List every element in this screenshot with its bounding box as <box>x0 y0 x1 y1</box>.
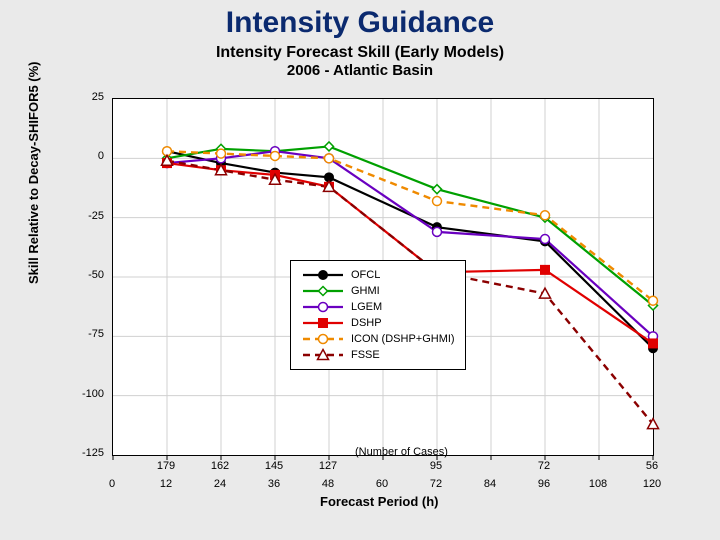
ncases-value: 72 <box>538 460 550 472</box>
y-tick-label: -75 <box>88 328 104 340</box>
x-tick-label: 12 <box>160 478 172 490</box>
legend-item: OFCL <box>301 267 455 283</box>
legend-swatch <box>301 284 345 298</box>
ncases-value: 145 <box>265 460 283 472</box>
x-tick-label: 108 <box>589 478 607 490</box>
ncases-value: 95 <box>430 460 442 472</box>
x-tick-label: 84 <box>484 478 496 490</box>
x-tick-label: 60 <box>376 478 388 490</box>
x-axis-label: Forecast Period (h) <box>320 494 438 509</box>
x-tick-label: 48 <box>322 478 334 490</box>
legend-item: ICON (DSHP+GHMI) <box>301 331 455 347</box>
x-tick-label: 36 <box>268 478 280 490</box>
y-tick-label: -25 <box>88 210 104 222</box>
x-tick-label: 24 <box>214 478 226 490</box>
y-tick-label: -125 <box>82 447 104 459</box>
ncases-value: 179 <box>157 460 175 472</box>
legend-label: LGEM <box>351 301 382 313</box>
chart-container: Intensity Forecast Skill (Early Models) … <box>40 44 680 504</box>
chart-title-line2: 2006 - Atlantic Basin <box>40 62 680 79</box>
y-tick-label: 25 <box>92 91 104 103</box>
legend-swatch <box>301 348 345 362</box>
legend-item: DSHP <box>301 315 455 331</box>
x-tick-label: 0 <box>109 478 115 490</box>
legend-swatch <box>301 332 345 346</box>
x-tick-label: 120 <box>643 478 661 490</box>
legend-swatch <box>301 316 345 330</box>
page-title: Intensity Guidance <box>0 6 720 40</box>
ncases-value: 162 <box>211 460 229 472</box>
y-tick-label: 0 <box>98 150 104 162</box>
ncases-value: 127 <box>319 460 337 472</box>
y-tick-label: -50 <box>88 269 104 281</box>
ncases-value: 56 <box>646 460 658 472</box>
legend-item: LGEM <box>301 299 455 315</box>
legend: OFCL GHMI LGEM DSHP ICON (DSHP+GHMI) FSSE <box>290 260 466 370</box>
legend-swatch <box>301 300 345 314</box>
legend-label: GHMI <box>351 285 380 297</box>
x-tick-label: 72 <box>430 478 442 490</box>
y-tick-label: -100 <box>82 388 104 400</box>
y-axis-label: Skill Relative to Decay-SHIFOR5 (%) <box>26 61 41 284</box>
legend-label: FSSE <box>351 349 380 361</box>
legend-swatch <box>301 268 345 282</box>
legend-label: DSHP <box>351 317 382 329</box>
legend-label: ICON (DSHP+GHMI) <box>351 333 455 345</box>
legend-item: GHMI <box>301 283 455 299</box>
legend-item: FSSE <box>301 347 455 363</box>
chart-title-line1: Intensity Forecast Skill (Early Models) <box>40 44 680 62</box>
legend-label: OFCL <box>351 269 380 281</box>
ncases-heading: (Number of Cases) <box>355 446 448 458</box>
x-tick-label: 96 <box>538 478 550 490</box>
